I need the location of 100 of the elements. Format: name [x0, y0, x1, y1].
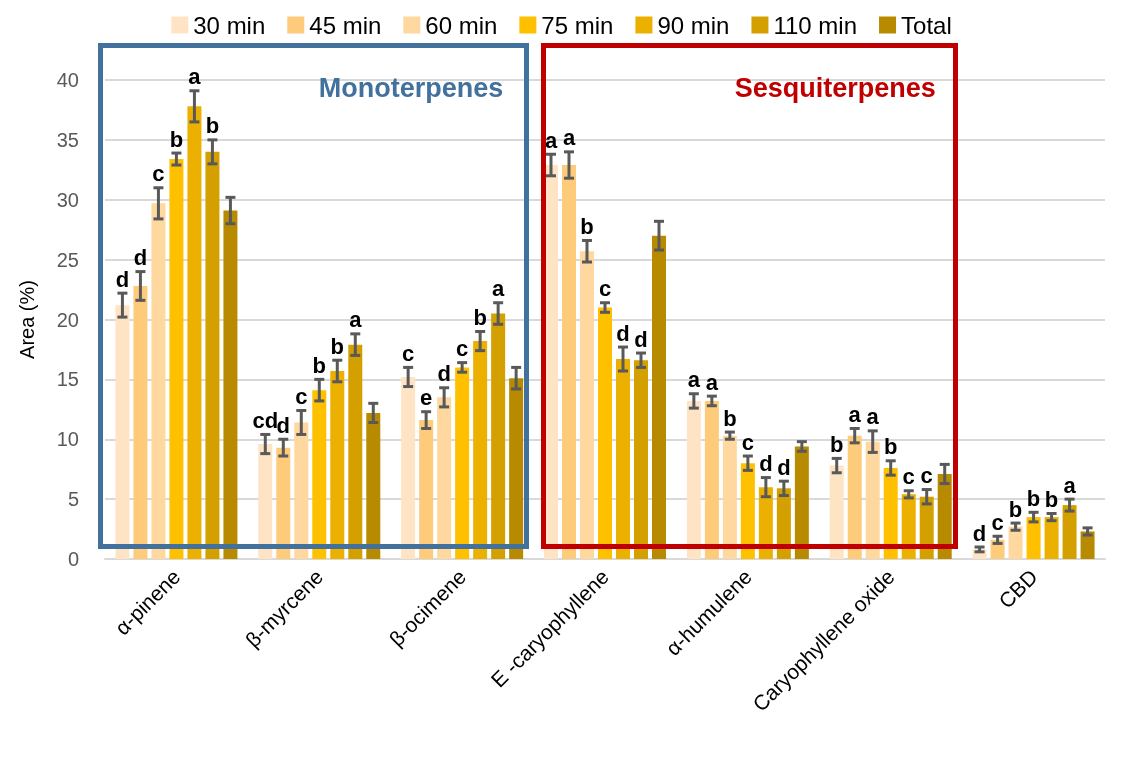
data-label: c [920, 463, 933, 489]
data-label: b [1044, 486, 1059, 512]
bar [937, 473, 952, 559]
annotation: Monoterpenes [318, 73, 504, 104]
bar [740, 463, 755, 559]
bar [509, 378, 524, 559]
y-tick-label: 30 [56, 188, 79, 211]
bar [562, 165, 576, 559]
legend-label: Total [901, 11, 952, 39]
bar [276, 447, 291, 559]
data-label: d [972, 520, 987, 546]
data-label: a [1063, 472, 1077, 498]
data-label: b [580, 213, 594, 239]
data-label: b [169, 126, 184, 152]
bar [1062, 505, 1077, 559]
bar [704, 400, 719, 559]
bar [491, 313, 506, 559]
bar [294, 422, 309, 559]
bar [580, 251, 594, 559]
y-tick-label: 35 [56, 128, 79, 151]
y-tick-label: 20 [56, 308, 79, 331]
y-tick-label: 5 [67, 488, 79, 511]
y-tick-label: 10 [56, 428, 79, 451]
bar [1026, 517, 1041, 559]
legend-label: 75 min [541, 11, 614, 39]
bar [312, 390, 327, 559]
data-label: d [133, 245, 148, 271]
bar [169, 159, 184, 559]
data-label: c [456, 336, 469, 362]
bar [187, 106, 202, 559]
data-label: b [883, 434, 898, 460]
data-label: d [276, 412, 291, 438]
data-label: a [705, 369, 719, 395]
y-axis-title: Area (%) [16, 280, 38, 359]
y-tick-label: 25 [56, 248, 79, 271]
data-label: d [759, 451, 773, 477]
data-label: d [437, 361, 451, 387]
data-label: b [473, 304, 487, 330]
data-label: e [420, 385, 433, 411]
bar [794, 446, 809, 559]
data-label: c [902, 464, 915, 490]
bar [419, 420, 434, 559]
bar [722, 435, 737, 559]
bar [1080, 531, 1095, 559]
bar [686, 400, 701, 559]
data-label: a [349, 307, 363, 333]
bar [330, 370, 345, 559]
y-tick-label: 40 [56, 69, 79, 91]
bar [401, 376, 416, 559]
legend-label: 60 min [425, 11, 498, 39]
legend-label: 45 min [309, 11, 382, 39]
data-label: a [866, 404, 880, 430]
data-label: b [205, 113, 220, 139]
bar [652, 235, 666, 559]
bar [133, 285, 148, 559]
bar [829, 465, 844, 559]
bar [865, 441, 880, 559]
bar [366, 412, 381, 559]
legend-label: 90 min [657, 11, 730, 39]
bar [258, 444, 273, 559]
bar [847, 435, 862, 559]
bar [115, 305, 130, 559]
data-label: d [115, 266, 130, 292]
data-label: a [188, 64, 202, 90]
data-label: c [598, 276, 612, 302]
data-label: b [723, 405, 737, 431]
data-label: c [152, 161, 165, 187]
data-label: a [562, 125, 576, 151]
bar [1008, 526, 1023, 559]
data-label: d [777, 454, 791, 480]
bar [473, 341, 488, 559]
bar [634, 360, 648, 559]
data-label: a [848, 401, 862, 427]
data-label: d [616, 320, 630, 346]
bar [455, 367, 470, 559]
bar [151, 203, 166, 559]
y-tick-label: 0 [67, 548, 79, 570]
bar [223, 210, 238, 559]
y-tick-label: 15 [56, 368, 79, 391]
data-label: c [991, 509, 1004, 535]
data-label: b [1026, 485, 1041, 511]
data-label: d [634, 326, 648, 352]
bar [616, 359, 630, 559]
data-label: c [295, 384, 308, 410]
bar [437, 397, 452, 559]
data-label: b [1008, 496, 1023, 522]
legend-label: 30 min [193, 11, 266, 39]
data-label: a [492, 276, 506, 302]
bar [348, 344, 363, 559]
data-label: a [544, 127, 558, 153]
bar [1044, 517, 1059, 559]
annotation: Sesquiterpenes [734, 73, 936, 104]
data-label: b [829, 431, 844, 457]
data-label: b [330, 333, 345, 359]
bar [205, 151, 220, 559]
data-label: a [687, 367, 701, 393]
data-label: c [741, 429, 754, 455]
data-label: c [402, 340, 415, 366]
legend-label: 110 min [773, 11, 858, 39]
data-label: b [312, 352, 327, 378]
